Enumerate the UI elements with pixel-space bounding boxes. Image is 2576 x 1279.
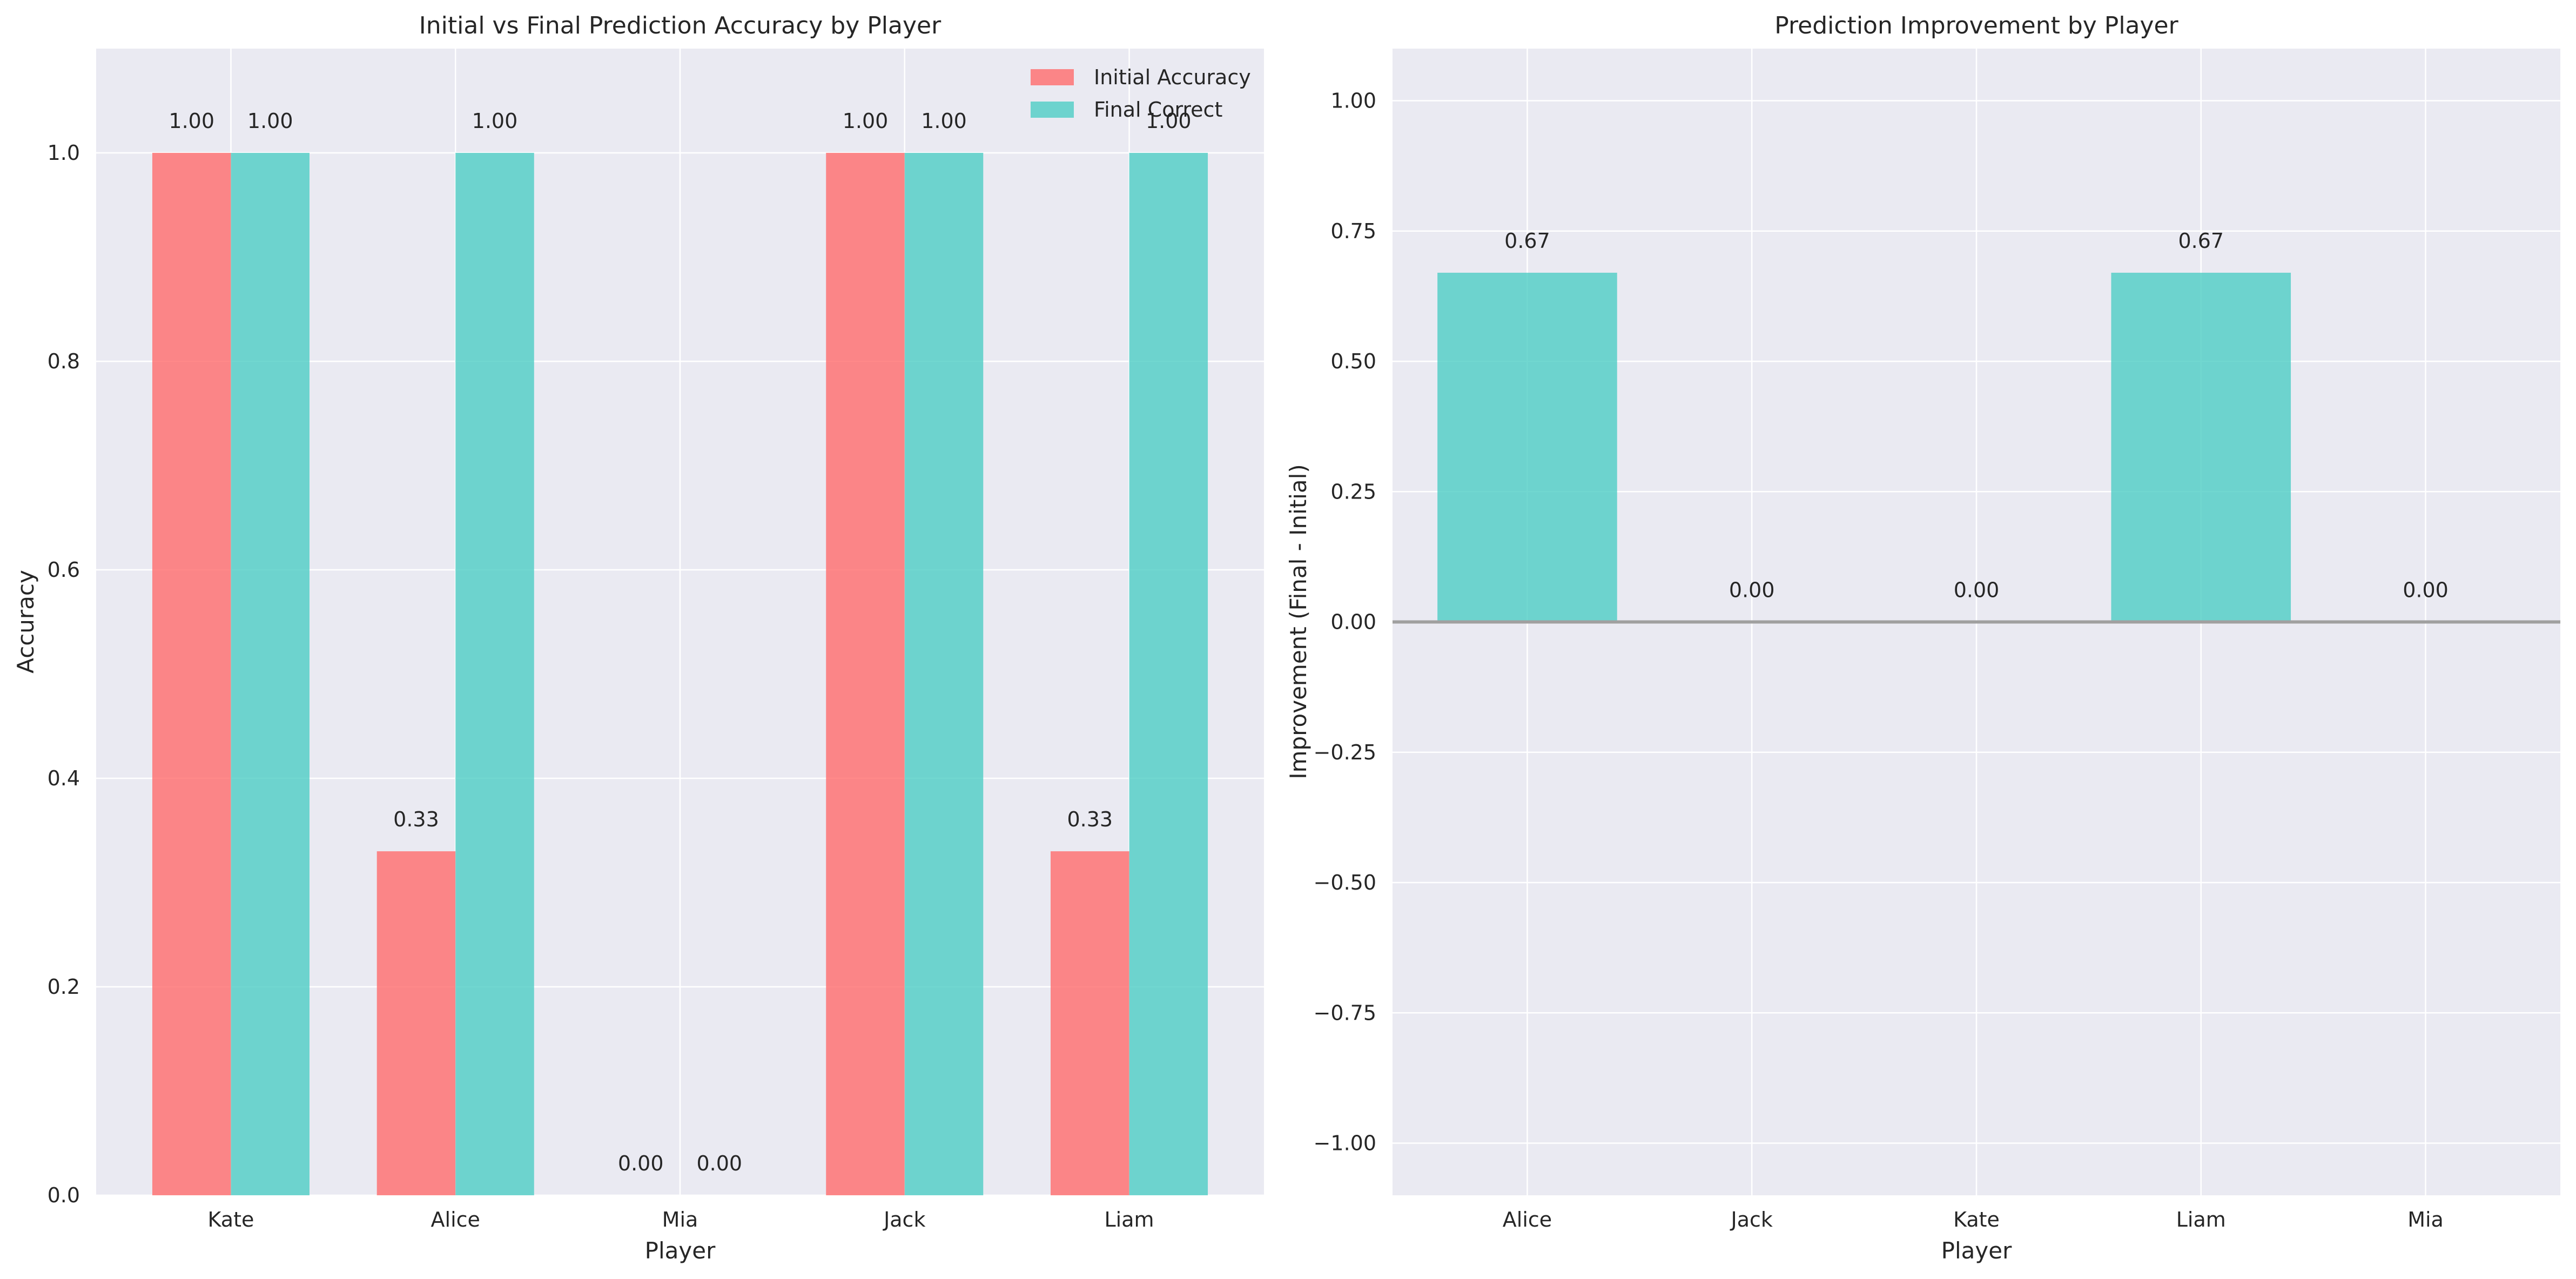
bar-value-label: 0.67 xyxy=(1504,229,1550,253)
bar-value-label: 1.00 xyxy=(472,109,518,133)
accuracy-y-axis-label: Accuracy xyxy=(12,570,39,674)
improvement-y-ticks: −1.00 −0.75 −0.50 −0.25 0.00 0.25 0.50 0.75 1.00 xyxy=(1314,89,1376,1155)
bar-value-label: 1.00 xyxy=(247,109,293,133)
y-tick-label: 0.00 xyxy=(1330,610,1376,634)
legend-swatch-initial xyxy=(1031,69,1074,85)
bar-improvement xyxy=(1437,272,1617,622)
bar-value-label: 0.67 xyxy=(2178,229,2224,253)
bar-value-label: 1.00 xyxy=(169,109,214,133)
bar-value-label: 1.00 xyxy=(921,109,967,133)
bar-value-label: 1.00 xyxy=(843,109,889,133)
legend-label-final: Final Correct xyxy=(1094,98,1222,122)
bar-initial-accuracy xyxy=(376,851,456,1195)
y-tick-label: 0.25 xyxy=(1330,480,1376,503)
y-tick-label: 0.8 xyxy=(48,349,80,373)
y-tick-label: −1.00 xyxy=(1314,1132,1376,1155)
bar-initial-accuracy xyxy=(1051,851,1129,1195)
improvement-x-ticks: Alice Jack Kate Liam Mia xyxy=(1503,1208,2444,1231)
y-tick-label: −0.25 xyxy=(1314,741,1376,764)
x-tick-label: Alice xyxy=(431,1208,480,1231)
improvement-chart: −1.00 −0.75 −0.50 −0.25 0.00 0.25 0.50 0.75 1.00… xyxy=(1285,12,2560,1264)
accuracy-legend: Initial Accuracy Final Correct xyxy=(1031,65,1251,122)
accuracy-chart-title: Initial vs Final Prediction Accuracy by … xyxy=(419,12,941,39)
y-tick-label: 0.50 xyxy=(1330,349,1376,373)
bar-value-label: 0.33 xyxy=(393,807,439,831)
legend-label-initial: Initial Accuracy xyxy=(1094,65,1251,89)
bar-value-label: 0.00 xyxy=(1729,578,1775,602)
accuracy-y-ticks: 0.0 0.2 0.4 0.6 0.8 1.0 xyxy=(48,141,80,1207)
x-tick-label: Liam xyxy=(2176,1208,2226,1231)
improvement-x-axis-label: Player xyxy=(1941,1237,2012,1264)
bar-initial-accuracy xyxy=(826,153,905,1195)
x-tick-label: Mia xyxy=(662,1208,698,1231)
x-tick-label: Alice xyxy=(1503,1208,1552,1231)
x-tick-label: Jack xyxy=(1730,1208,1773,1231)
legend-swatch-final xyxy=(1031,102,1074,118)
y-tick-label: 1.00 xyxy=(1330,89,1376,113)
bar-value-label: 0.33 xyxy=(1067,807,1113,831)
x-tick-label: Jack xyxy=(883,1208,925,1231)
bar-value-label: 0.00 xyxy=(696,1152,742,1175)
bar-final-correct xyxy=(1129,153,1208,1195)
accuracy-bars xyxy=(152,153,1208,1195)
accuracy-x-axis-label: Player xyxy=(645,1237,716,1264)
improvement-chart-title: Prediction Improvement by Player xyxy=(1774,12,2178,39)
y-tick-label: 0.2 xyxy=(48,975,80,999)
y-tick-label: 0.75 xyxy=(1330,219,1376,243)
y-tick-label: 0.6 xyxy=(48,558,80,582)
accuracy-x-ticks: Kate Alice Mia Jack Liam xyxy=(208,1208,1154,1231)
x-tick-label: Liam xyxy=(1105,1208,1154,1231)
improvement-y-axis-label: Improvement (Final - Initial) xyxy=(1285,464,1311,779)
bar-final-correct xyxy=(231,153,310,1195)
bar-final-correct xyxy=(904,153,984,1195)
bar-value-label: 0.00 xyxy=(2403,578,2449,602)
x-tick-label: Kate xyxy=(1953,1208,2000,1231)
y-tick-label: 0.4 xyxy=(48,766,80,790)
x-tick-label: Kate xyxy=(208,1208,254,1231)
improvement-bars xyxy=(1437,272,2291,622)
y-tick-label: 0.0 xyxy=(48,1183,80,1207)
accuracy-data-labels: 1.00 0.33 0.00 1.00 0.33 1.00 1.00 0.00 1.00 1.00 xyxy=(169,109,1191,1175)
bar-improvement xyxy=(2111,272,2291,622)
bar-value-label: 1.00 xyxy=(1146,109,1192,133)
bar-initial-accuracy xyxy=(152,153,231,1195)
y-tick-label: −0.50 xyxy=(1314,871,1376,894)
y-tick-label: −0.75 xyxy=(1314,1001,1376,1025)
bar-value-label: 0.00 xyxy=(1954,578,2000,602)
x-tick-label: Mia xyxy=(2407,1208,2444,1231)
y-tick-label: 1.0 xyxy=(48,141,80,165)
accuracy-chart: 0.00.20.40.60.81.0 Kate Alice Mia Jack Liam … xyxy=(12,12,1264,1264)
bar-final-correct xyxy=(455,153,534,1195)
bar-value-label: 0.00 xyxy=(618,1152,664,1175)
improvement-data-labels: 0.67 0.00 0.00 0.67 0.00 xyxy=(1504,229,2449,602)
